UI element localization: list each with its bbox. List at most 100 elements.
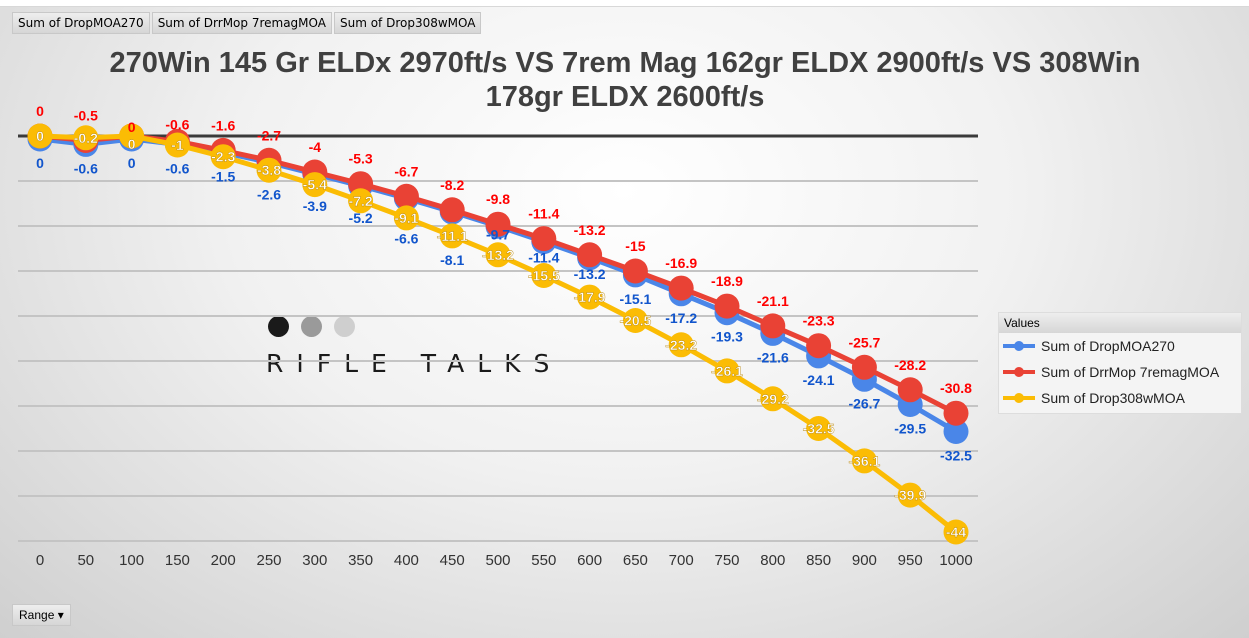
data-label: -1.5 xyxy=(211,169,235,185)
x-tick-label: 150 xyxy=(165,552,190,569)
data-label: -11.4 xyxy=(528,250,559,266)
data-point xyxy=(851,354,877,380)
data-point xyxy=(806,333,832,359)
data-label: -21.6 xyxy=(757,349,789,365)
data-label: -21.1 xyxy=(757,293,789,309)
data-label: -39.9 xyxy=(894,487,926,503)
logo-dot xyxy=(301,316,322,337)
legend-label: Sum of Drop308wMOA xyxy=(1041,390,1185,406)
data-label: -24.1 xyxy=(803,372,835,388)
data-point xyxy=(577,242,603,268)
data-label: 0 xyxy=(128,136,136,152)
data-point xyxy=(164,132,190,158)
legend-item[interactable]: Sum of DrrMop 7remagMOA xyxy=(999,359,1241,385)
data-point xyxy=(622,308,648,333)
field-button-7remag[interactable]: Sum of DrrMop 7remagMOA xyxy=(151,12,332,34)
x-tick-label: 100 xyxy=(119,552,144,569)
data-point xyxy=(27,123,53,149)
data-point xyxy=(668,275,694,301)
logo-text: RIFLE TALKS xyxy=(266,349,563,378)
data-label: -5.3 xyxy=(349,151,373,167)
data-label: 0 xyxy=(128,119,136,135)
x-tick-label: 50 xyxy=(77,552,94,569)
data-label: -7.2 xyxy=(349,193,373,209)
x-tick-label: 450 xyxy=(440,552,465,569)
x-tick-label: 750 xyxy=(714,552,739,569)
data-label: -32.5 xyxy=(803,421,835,437)
logo-dot xyxy=(334,316,355,337)
data-label: -0.2 xyxy=(74,130,98,146)
data-label: -1 xyxy=(171,137,184,153)
data-label: -26.1 xyxy=(711,363,743,379)
data-point xyxy=(393,205,419,231)
field-button-308w[interactable]: Sum of Drop308wMOA xyxy=(333,12,482,34)
field-button-droppmoa270[interactable]: Sum of DropMOA270 xyxy=(12,12,150,34)
data-label: -6.6 xyxy=(394,230,418,246)
data-label: -0.6 xyxy=(165,160,189,176)
data-point xyxy=(302,172,328,198)
x-tick-label: 550 xyxy=(531,552,556,569)
data-label: -25.7 xyxy=(848,334,880,350)
data-point xyxy=(943,419,969,444)
data-label: -30.8 xyxy=(940,380,972,396)
data-label: -36.1 xyxy=(848,453,880,469)
data-label: -13.2 xyxy=(574,266,606,282)
data-label: -11.1 xyxy=(437,228,468,244)
data-label: -2.3 xyxy=(211,149,235,165)
range-filter-button[interactable]: Range ▾ xyxy=(12,604,71,626)
data-label: -13.2 xyxy=(574,222,606,238)
data-label: -15.5 xyxy=(528,268,560,284)
data-label: 0 xyxy=(128,155,136,171)
data-label: -0.6 xyxy=(165,116,189,132)
legend-title: Values xyxy=(999,313,1241,333)
data-label: -32.5 xyxy=(940,448,972,464)
x-tick-label: 900 xyxy=(852,552,877,569)
data-point xyxy=(714,358,740,384)
data-point xyxy=(256,157,282,183)
data-label: -13.2 xyxy=(482,247,514,263)
legend-marker-icon xyxy=(1003,341,1035,351)
data-label: -19.3 xyxy=(711,329,743,345)
data-label: -23.3 xyxy=(803,313,835,329)
data-label: -9.8 xyxy=(486,191,510,207)
data-point xyxy=(668,332,694,358)
data-label: -29.2 xyxy=(757,391,789,407)
data-label: -2.7 xyxy=(257,127,281,143)
data-label: -23.2 xyxy=(665,337,697,353)
data-point xyxy=(897,377,923,403)
x-tick-label: 350 xyxy=(348,552,373,569)
data-label: -18.9 xyxy=(711,273,743,289)
data-point xyxy=(806,416,832,441)
sheet-grid-edge xyxy=(0,0,1249,7)
data-label: -0.6 xyxy=(74,160,98,176)
data-label: 0 xyxy=(36,103,44,119)
data-label: -11.4 xyxy=(528,206,559,222)
data-label: -3.9 xyxy=(303,198,327,214)
x-tick-label: 700 xyxy=(669,552,694,569)
data-point xyxy=(348,188,374,214)
data-label: -4 xyxy=(309,139,322,155)
data-label: -28.2 xyxy=(894,357,926,373)
data-label: -17.9 xyxy=(574,289,606,305)
x-tick-label: 1000 xyxy=(939,552,972,569)
logo-dot xyxy=(268,316,289,337)
legend-item[interactable]: Sum of Drop308wMOA xyxy=(999,385,1241,411)
data-label: -6.7 xyxy=(394,163,418,179)
data-label: -8.1 xyxy=(440,252,464,268)
data-point xyxy=(210,144,236,170)
legend-item[interactable]: Sum of DropMOA270 xyxy=(999,333,1241,359)
rifle-talks-logo: RIFLE TALKS xyxy=(266,316,562,378)
data-label: -20.5 xyxy=(619,313,651,329)
data-label: -3.8 xyxy=(257,162,281,178)
chart-title: 270Win 145 Gr ELDx 2970ft/s VS 7rem Mag … xyxy=(109,47,1141,113)
x-tick-label: 500 xyxy=(485,552,510,569)
x-tick-label: 850 xyxy=(806,552,831,569)
data-label: -17.2 xyxy=(665,310,697,326)
range-label: Range xyxy=(19,608,55,622)
x-tick-label: 950 xyxy=(898,552,923,569)
data-point xyxy=(119,123,145,149)
dropdown-arrow-icon: ▾ xyxy=(57,608,64,622)
data-label: -5.4 xyxy=(303,177,327,193)
data-label: -29.5 xyxy=(894,421,926,437)
